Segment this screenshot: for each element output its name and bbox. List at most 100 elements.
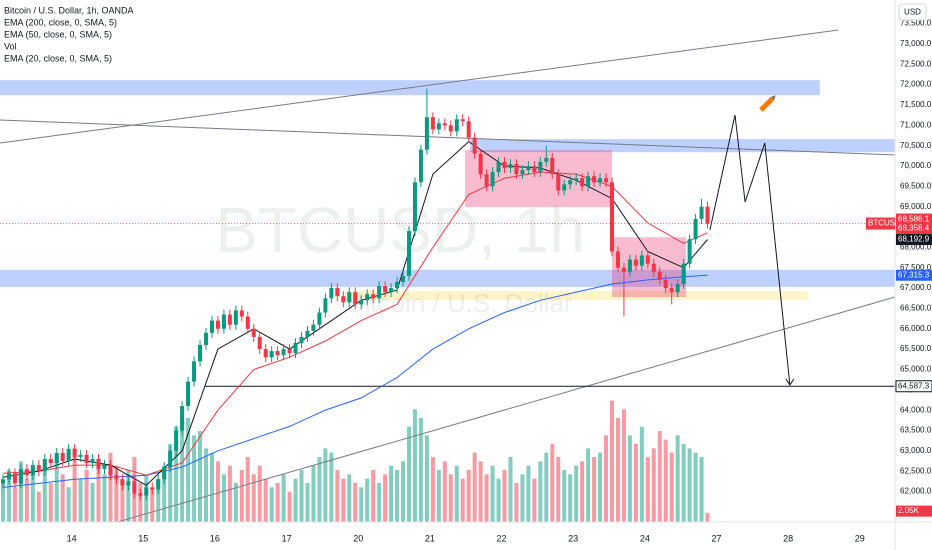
price-tag-label: 67,315.3 (898, 270, 930, 279)
volume-bar (699, 457, 704, 522)
drawing-layer (0, 29, 896, 531)
candle-body (323, 298, 328, 313)
volume-bar (269, 487, 274, 522)
candle-body (132, 481, 137, 494)
candle-body (66, 448, 71, 462)
volume-bar (138, 483, 143, 522)
candle-body (550, 157, 555, 175)
trend-line (0, 119, 896, 156)
candle-body (436, 123, 441, 130)
x-tick-label: 27 (711, 533, 721, 543)
volume-bar (604, 435, 609, 522)
candle-body (347, 292, 352, 303)
candle-body (257, 336, 262, 350)
candle-body (275, 351, 280, 356)
volume-bar (657, 431, 662, 522)
legend-entry: EMA (50, close, 0, SMA, 5) (4, 29, 112, 39)
candle-body (209, 320, 214, 333)
candle-body (645, 255, 650, 264)
pencil-tip (770, 95, 776, 101)
candle-body (604, 178, 609, 183)
price-tag-label: 68,192.9 (898, 235, 930, 244)
candle-body (687, 239, 692, 264)
candle-body (466, 121, 471, 138)
candle-body (574, 178, 579, 181)
candle-body (0, 479, 5, 484)
y-tick-label: 63,000.0 (900, 446, 932, 455)
y-tick-label: 62,000.0 (900, 487, 932, 496)
candle-body (586, 176, 591, 187)
candle-body (359, 300, 364, 305)
candle-body (144, 487, 149, 496)
pencil-icon (759, 95, 776, 112)
volume-bar (192, 435, 197, 522)
volume-bar (639, 426, 644, 522)
volume-bar (341, 478, 346, 522)
candle-body (293, 343, 298, 354)
volume-bar (586, 448, 591, 522)
candle-body (239, 310, 244, 317)
x-tick-label: 28 (783, 533, 793, 543)
currency-button[interactable] (898, 3, 927, 21)
zone (0, 269, 895, 287)
candle-body (502, 161, 507, 169)
candle-body (30, 465, 35, 476)
candle-body (180, 406, 185, 431)
candle-body (269, 351, 274, 358)
y-tick-label: 73,000.0 (900, 39, 932, 48)
volume-bar (90, 483, 95, 522)
x-tick-label: 29 (855, 533, 865, 543)
volume-bar (365, 478, 370, 522)
candle-body (120, 479, 125, 486)
candle-body (406, 231, 411, 276)
candle-body (72, 448, 77, 457)
candle-body (556, 174, 561, 191)
candle-body (472, 137, 477, 154)
candle-body (365, 294, 370, 301)
candle-body (508, 163, 513, 169)
volume-bar (526, 465, 531, 522)
arrow-head (785, 378, 795, 386)
projection-path (709, 114, 791, 386)
volume-bar (120, 478, 125, 522)
candle-body (42, 458, 47, 472)
y-tick-label: 69,500.0 (900, 181, 932, 190)
symbol-tag-label: BTCUSD (868, 219, 901, 228)
price-tag-label: 2.05K (898, 506, 920, 515)
candle-body (299, 336, 304, 344)
volume-bar (496, 478, 501, 522)
candle-body (424, 117, 429, 150)
candle-body (126, 481, 131, 486)
tags-layer: BTCUSD68,586.130:0168,192.968,358.467,31… (866, 213, 932, 517)
y-tick-label: 67,000.0 (900, 283, 932, 292)
candle-body (36, 465, 41, 472)
volume-bar (162, 465, 167, 522)
candle-body (102, 465, 107, 470)
volume-bar (538, 461, 543, 522)
volume-bar (36, 491, 41, 522)
candle-body (442, 123, 447, 126)
candle-body (675, 284, 680, 293)
volume-bar (24, 478, 29, 522)
volume-bar (227, 465, 232, 522)
y-tick-label: 69,000.0 (900, 202, 932, 211)
candle-body (580, 178, 585, 187)
candle-body (598, 178, 603, 183)
volume-bar (84, 470, 89, 522)
volume-bar (311, 465, 316, 522)
candle-body (615, 251, 620, 268)
symbol-tag (866, 217, 895, 230)
volume-bar (60, 474, 65, 522)
volume-bar (651, 448, 656, 522)
volume-bar (126, 470, 131, 522)
volume-bar (663, 439, 668, 522)
candle-body (520, 170, 525, 175)
volume-bar (198, 431, 203, 522)
volume-bar (681, 444, 686, 522)
candle-body (484, 174, 489, 187)
currency-label: USD (904, 8, 921, 17)
volume-bar (42, 465, 47, 522)
candle-body (490, 172, 495, 187)
candle-body (544, 157, 549, 162)
